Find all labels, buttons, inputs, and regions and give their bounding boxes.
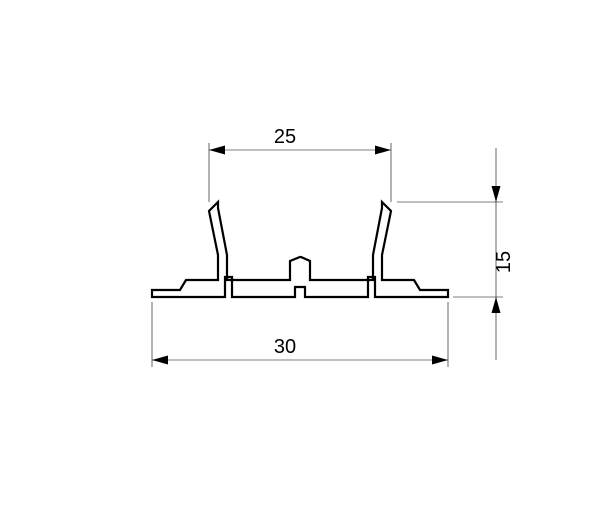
profile-cross-section (152, 202, 448, 297)
dimension-label-bottom: 30 (274, 336, 296, 358)
dimension-label-top: 25 (274, 126, 296, 148)
engineering-drawing: 25 30 15 (0, 0, 600, 525)
dimension-top-25: 25 (209, 126, 391, 202)
dimension-label-right: 15 (493, 251, 515, 273)
dimension-bottom-30: 30 (152, 302, 448, 367)
dimension-right-15: 15 (397, 148, 515, 360)
